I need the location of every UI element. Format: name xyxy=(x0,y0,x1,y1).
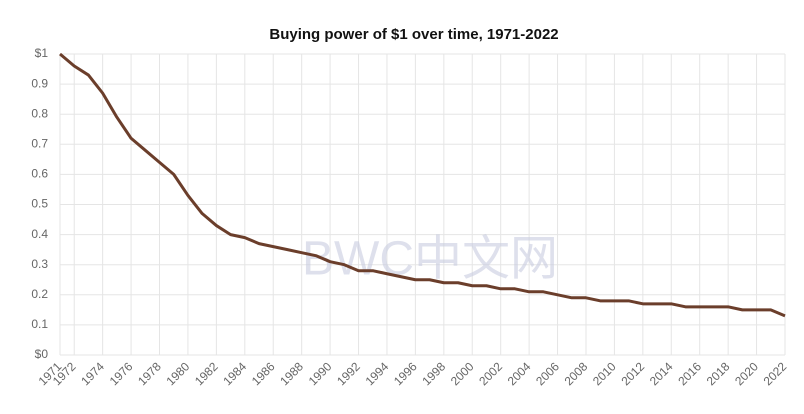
x-tick-label: 1976 xyxy=(107,359,136,388)
x-tick-label: 1984 xyxy=(220,359,249,388)
x-tick-label: 2000 xyxy=(448,359,477,388)
x-tick-label: 1974 xyxy=(78,359,107,388)
x-tick-label: 2004 xyxy=(505,359,534,388)
chart-title: Buying power of $1 over time, 1971-2022 xyxy=(269,26,558,43)
x-tick-label: 1980 xyxy=(164,359,193,388)
y-tick-label: 0.2 xyxy=(31,287,48,301)
x-tick-label: 1996 xyxy=(391,359,420,388)
y-tick-label: 0.5 xyxy=(31,197,48,211)
y-tick-label: 0.7 xyxy=(31,136,48,150)
y-tick-label: 0.9 xyxy=(31,76,48,90)
y-tick-label: 0.8 xyxy=(31,106,48,120)
x-tick-label: 1994 xyxy=(363,359,392,388)
x-tick-label: 2014 xyxy=(647,359,676,388)
x-tick-label: 1986 xyxy=(249,359,278,388)
y-tick-label: 0.3 xyxy=(31,257,48,271)
x-tick-label: 2022 xyxy=(761,359,790,388)
x-tick-label: 2018 xyxy=(704,359,733,388)
x-tick-label: 1978 xyxy=(135,359,164,388)
x-tick-label: 1988 xyxy=(277,359,306,388)
x-tick-label: 2012 xyxy=(618,359,647,388)
y-tick-label: $0 xyxy=(35,347,49,361)
x-tick-label: 1982 xyxy=(192,359,221,388)
x-tick-label: 2008 xyxy=(562,359,591,388)
x-tick-label: 1990 xyxy=(306,359,335,388)
y-tick-label: $1 xyxy=(35,46,49,60)
y-tick-label: 0.6 xyxy=(31,167,48,181)
y-tick-label: 0.4 xyxy=(31,227,48,241)
x-tick-label: 2016 xyxy=(675,359,704,388)
line xyxy=(59,52,786,318)
x-tick-label: 2006 xyxy=(533,359,562,388)
watermark: BWC中文网 xyxy=(302,233,558,286)
x-tick-label: 2010 xyxy=(590,359,619,388)
x-tick-label: 2020 xyxy=(732,359,761,388)
x-tick-label: 2002 xyxy=(476,359,505,388)
y-tick-label: 0.1 xyxy=(31,317,48,331)
x-tick-label: 1998 xyxy=(419,359,448,388)
x-tick-label: 1992 xyxy=(334,359,363,388)
